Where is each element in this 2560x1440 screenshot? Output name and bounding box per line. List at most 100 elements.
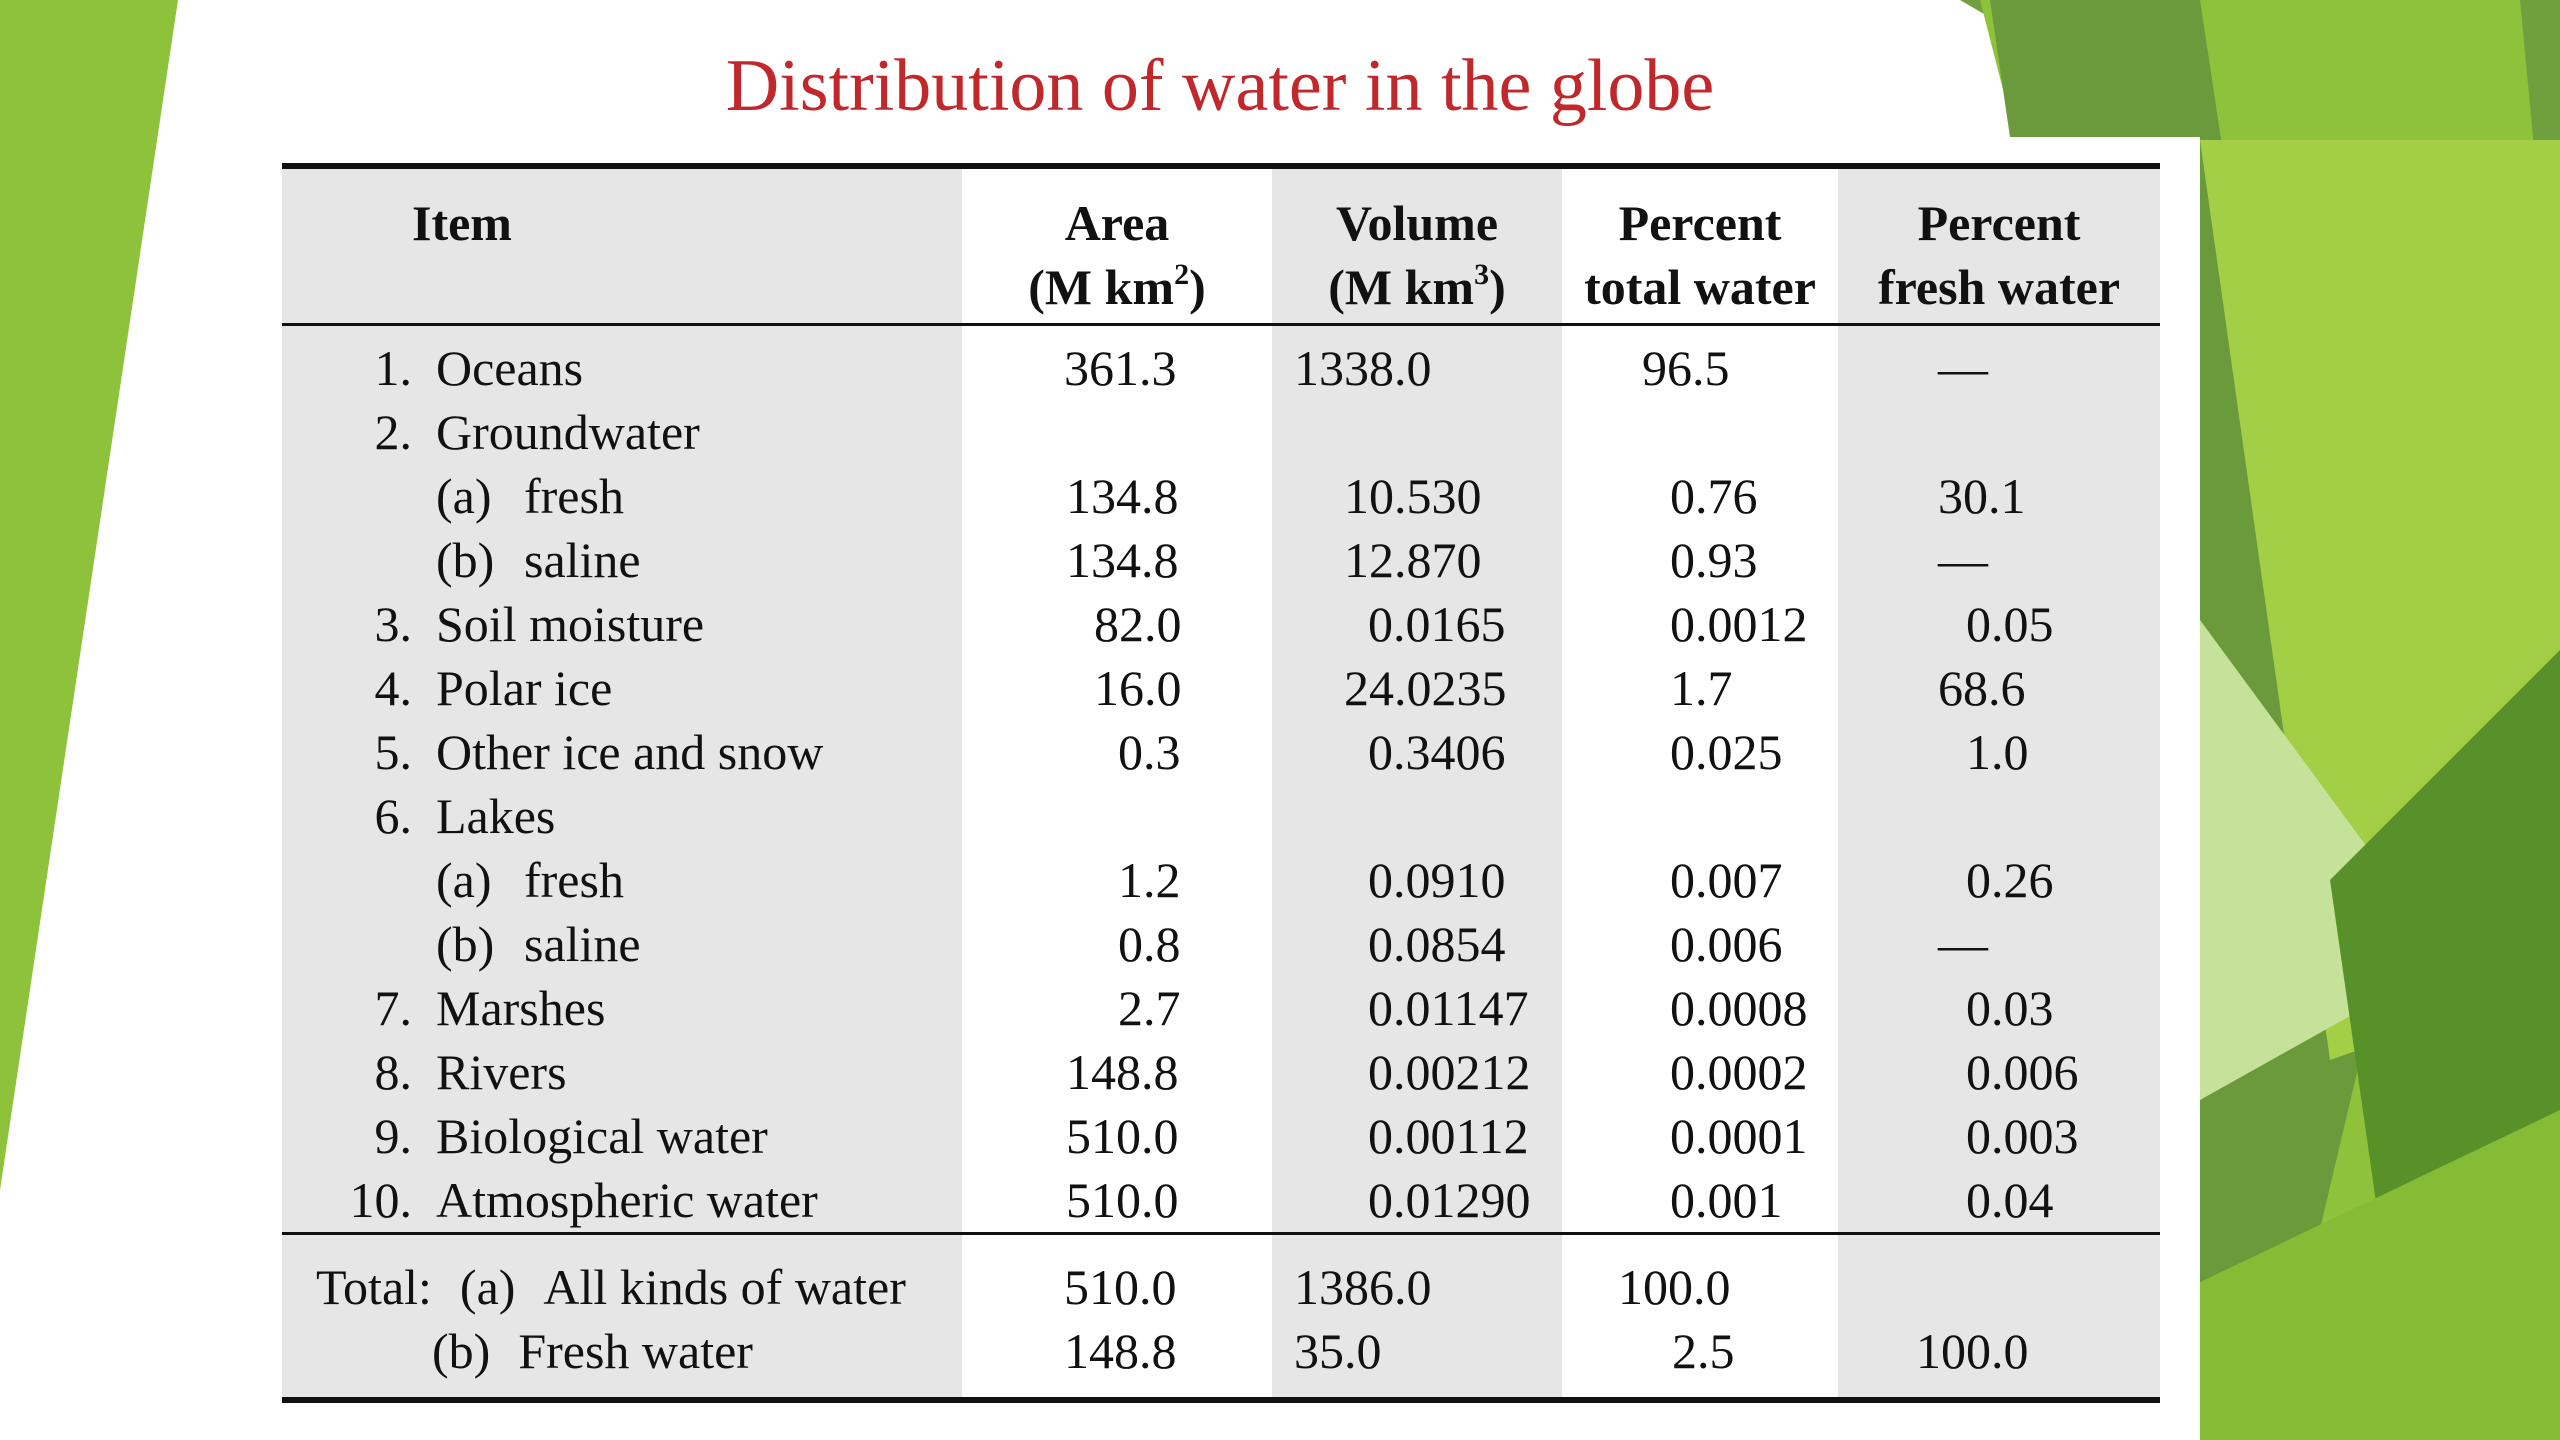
item-label: Lakes bbox=[436, 787, 556, 844]
cell-volume bbox=[1272, 399, 1562, 464]
cell-pct-fresh: 0.006 bbox=[1838, 1039, 2160, 1104]
totals-b-label-cell: (b) Fresh water bbox=[282, 1318, 962, 1403]
header-item: Item bbox=[282, 163, 962, 326]
totals-b-volume: 35.0 bbox=[1272, 1318, 1562, 1403]
item-sub-label: saline bbox=[524, 915, 641, 972]
item-label: Other ice and snow bbox=[436, 723, 824, 780]
item-sub-tag: (b) bbox=[436, 531, 495, 588]
header-volume-line2: (M km3) bbox=[1328, 258, 1506, 315]
cell-pct-fresh: 0.26 bbox=[1838, 847, 2160, 912]
totals-b-pct-fresh: 100.0 bbox=[1838, 1318, 2160, 1403]
cell-area: 2.7 bbox=[1118, 979, 1181, 1036]
item-label: Rivers bbox=[436, 1043, 567, 1100]
cell-pct-fresh bbox=[1838, 399, 2160, 464]
item-label: Marshes bbox=[436, 979, 606, 1036]
cell-pct-total: 0.0002 bbox=[1670, 1043, 1808, 1100]
item-cell: (b) saline bbox=[282, 527, 962, 592]
cell-pct-total: 96.5 bbox=[1642, 339, 1730, 396]
item-cell: 4. Polar ice bbox=[282, 655, 962, 720]
table-row: 10. Atmospheric water 510.0 0.01290 0.001 0.0… bbox=[282, 1167, 2160, 1233]
table-row: (b) saline 0.8 0.0854 0.006 — bbox=[282, 911, 2160, 976]
header-percent-total-line1: Percent bbox=[1618, 195, 1782, 251]
cell-area: 0.8 bbox=[1118, 915, 1181, 972]
cell-pct-total: 0.0008 bbox=[1670, 979, 1808, 1036]
cell-area: 148.8 bbox=[1066, 1043, 1179, 1100]
totals-label-cell: Total: (a) All kinds of water bbox=[282, 1231, 962, 1319]
cell-volume: 12.870 bbox=[1272, 527, 1562, 592]
cell-pct-total bbox=[1562, 400, 1838, 464]
item-cell: (a) fresh bbox=[282, 847, 962, 912]
item-number: 2. bbox=[374, 403, 413, 460]
cell-pct-total: 0.0012 bbox=[1670, 595, 1808, 652]
cell-pct-total: 0.025 bbox=[1670, 723, 1783, 780]
slide-title: Distribution of water in the globe bbox=[725, 45, 1715, 127]
cell-volume: 24.0235 bbox=[1272, 655, 1562, 720]
totals-a-volume: 1386.0 bbox=[1272, 1231, 1562, 1319]
item-cell: 7. Marshes bbox=[282, 975, 962, 1040]
totals-a-label: All kinds of water bbox=[543, 1258, 906, 1315]
water-distribution-table: Item Area (M km2) Volume (M km3) Percent… bbox=[282, 163, 2160, 1403]
item-label: Polar ice bbox=[436, 659, 613, 716]
cell-pct-fresh: 0.04 bbox=[1838, 1167, 2160, 1233]
cell-volume: 0.3406 bbox=[1272, 719, 1562, 784]
cell-volume: 0.01290 bbox=[1272, 1167, 1562, 1233]
totals-b-label: Fresh water bbox=[518, 1322, 753, 1379]
table-row: 3. Soil moisture 82.0 0.0165 0.0012 0.05 bbox=[282, 591, 2160, 656]
header-area-line2: (M km2) bbox=[1028, 258, 1206, 315]
header-volume-line1: Volume bbox=[1335, 195, 1499, 251]
cell-volume: 0.00112 bbox=[1272, 1103, 1562, 1168]
item-number: 9. bbox=[374, 1107, 413, 1164]
cell-pct-fresh: 0.003 bbox=[1838, 1103, 2160, 1168]
table-row: 2. Groundwater bbox=[282, 399, 2160, 464]
left-green-facet bbox=[0, 0, 178, 1190]
table-row: 5. Other ice and snow 0.3 0.3406 0.025 1.0 bbox=[282, 719, 2160, 784]
totals-a-pct-total: 100.0 bbox=[1562, 1231, 1838, 1319]
cell-area: 134.8 bbox=[1066, 467, 1179, 524]
item-sub-tag: (a) bbox=[436, 851, 492, 908]
item-cell: 5. Other ice and snow bbox=[282, 719, 962, 784]
cell-pct-total: 0.76 bbox=[1670, 467, 1758, 524]
header-percent-total: Percent total water bbox=[1562, 163, 1838, 326]
cell-pct-total: 0.007 bbox=[1670, 851, 1783, 908]
table-header-row: Item Area (M km2) Volume (M km3) Percent… bbox=[282, 163, 2160, 326]
cell-pct-fresh: 1.0 bbox=[1838, 719, 2160, 784]
totals-row-all: Total: (a) All kinds of water 510.0 1386.0… bbox=[282, 1231, 2160, 1319]
cell-pct-fresh: 0.03 bbox=[1838, 975, 2160, 1040]
cell-volume: 0.0910 bbox=[1272, 847, 1562, 912]
item-cell: 10. Atmospheric water bbox=[282, 1167, 962, 1233]
totals-a-area: 510.0 bbox=[962, 1231, 1272, 1319]
cell-area: 134.8 bbox=[1066, 531, 1179, 588]
totals-a-pct-fresh bbox=[1838, 1231, 2160, 1319]
item-sub-tag: (b) bbox=[436, 915, 495, 972]
header-percent-total-line2: total water bbox=[1584, 259, 1816, 315]
item-cell: 6. Lakes bbox=[282, 783, 962, 848]
cell-pct-fresh: — bbox=[1838, 324, 2160, 400]
cell-area: 0.3 bbox=[1118, 723, 1181, 780]
item-number: 6. bbox=[374, 787, 413, 844]
totals-b-pct-total: 2.5 bbox=[1562, 1318, 1838, 1403]
cell-volume bbox=[1272, 783, 1562, 848]
cell-volume: 1338.0 bbox=[1272, 324, 1562, 400]
item-cell: (a) fresh bbox=[282, 463, 962, 528]
table-row: (a) fresh 1.2 0.0910 0.007 0.26 bbox=[282, 847, 2160, 912]
cell-volume: 10.530 bbox=[1272, 463, 1562, 528]
item-label: Biological water bbox=[436, 1107, 768, 1164]
cell-pct-total: 0.0001 bbox=[1670, 1107, 1808, 1164]
cell-area: 361.3 bbox=[1064, 339, 1177, 396]
table-row: 6. Lakes bbox=[282, 783, 2160, 848]
item-number: 4. bbox=[374, 659, 413, 716]
cell-area: 510.0 bbox=[1066, 1107, 1179, 1164]
cell-pct-fresh: — bbox=[1838, 911, 2160, 976]
header-percent-fresh-line2: fresh water bbox=[1877, 259, 2121, 315]
item-cell: 2. Groundwater bbox=[282, 399, 962, 464]
table-row: 9. Biological water 510.0 0.00112 0.0001 0.00… bbox=[282, 1103, 2160, 1168]
cell-volume: 0.01147 bbox=[1272, 975, 1562, 1040]
cell-pct-fresh: — bbox=[1838, 527, 2160, 592]
item-sub-label: saline bbox=[524, 531, 641, 588]
item-sub-label: fresh bbox=[524, 851, 624, 908]
cell-pct-total bbox=[1562, 784, 1838, 848]
cell-volume: 0.0854 bbox=[1272, 911, 1562, 976]
totals-b-tag: (b) bbox=[432, 1322, 491, 1379]
totals-prefix: Total: bbox=[316, 1258, 432, 1315]
item-sub-label: fresh bbox=[524, 467, 624, 524]
